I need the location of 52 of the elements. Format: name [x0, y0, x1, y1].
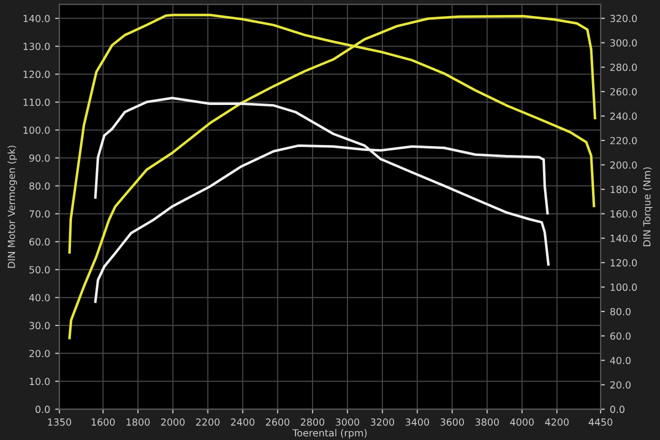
- y2-tick-label: 20.0: [610, 381, 631, 389]
- x-tick-label: 2000: [161, 418, 185, 426]
- y2-tick-label: 200.0: [610, 161, 637, 169]
- y2-tick-label: 320.0: [610, 14, 637, 22]
- x-tick-label: 1350: [48, 418, 72, 426]
- y-tick-label: 60.0: [29, 238, 50, 246]
- y2-tick-label: 60.0: [610, 332, 631, 340]
- x-tick-label: 1600: [92, 418, 115, 426]
- y-tick-label: 110.0: [24, 98, 50, 106]
- x-tick-label: 4450: [588, 418, 612, 426]
- x-tick-label: 3200: [370, 418, 394, 426]
- y-tick-label: 20.0: [29, 350, 50, 358]
- x-tick-label: 2600: [266, 418, 290, 426]
- y-tick-label: 30.0: [29, 322, 50, 330]
- y2-tick-label: 180.0: [610, 186, 637, 194]
- x-axis-title: Toerental (rpm): [292, 429, 367, 438]
- x-tick-label: 2200: [196, 418, 220, 426]
- x-tick-label: 4000: [510, 418, 534, 426]
- y-tick-label: 70.0: [30, 210, 50, 218]
- y2-tick-label: 160.0: [610, 210, 637, 218]
- y2-tick-label: 140.0: [610, 234, 637, 242]
- y-tick-label: 100.0: [24, 126, 50, 134]
- y-tick-label: 0.0: [36, 406, 50, 414]
- y2-tick-label: 120.0: [610, 259, 637, 266]
- y2-tick-label: 300.0: [610, 39, 637, 47]
- y2-tick-label: 0.0: [610, 406, 624, 414]
- y-tick-label: 130.0: [24, 42, 50, 50]
- y-tick-label: 120.0: [24, 70, 50, 78]
- x-tick-label: 4200: [545, 418, 569, 426]
- x-tick-label: 3600: [440, 418, 464, 426]
- x-tick-label: 1800: [126, 418, 150, 426]
- y-tick-label: 10.0: [30, 378, 50, 386]
- y2-tick-label: 240.0: [610, 112, 637, 120]
- y-tick-label: 80.0: [29, 182, 50, 190]
- y2-tick-label: 280.0: [610, 64, 637, 72]
- y2-tick-label: 40.0: [610, 356, 631, 364]
- x-tick-label: 3800: [475, 418, 499, 426]
- y-tick-label: 90.0: [29, 154, 50, 162]
- x-tick-label: 2800: [300, 418, 324, 426]
- x-tick-label: 3400: [406, 418, 430, 426]
- y-tick-label: 40.0: [29, 294, 50, 302]
- y2-tick-label: 100.0: [610, 284, 637, 291]
- y-tick-label: 50.0: [29, 266, 50, 274]
- line-series: [68, 14, 596, 340]
- y2-tick-label: 260.0: [610, 88, 637, 96]
- y2-tick-label: 220.0: [610, 136, 637, 144]
- y-axis-title: DIN Motor Vermogen (pk): [8, 146, 17, 268]
- y2-axis-title: DIN Torque (Nm): [643, 167, 652, 246]
- y-tick-label: 140.0: [24, 14, 50, 22]
- x-tick-label: 2400: [231, 418, 254, 426]
- x-tick-label: 3000: [336, 418, 360, 426]
- y2-tick-label: 80.0: [610, 308, 631, 316]
